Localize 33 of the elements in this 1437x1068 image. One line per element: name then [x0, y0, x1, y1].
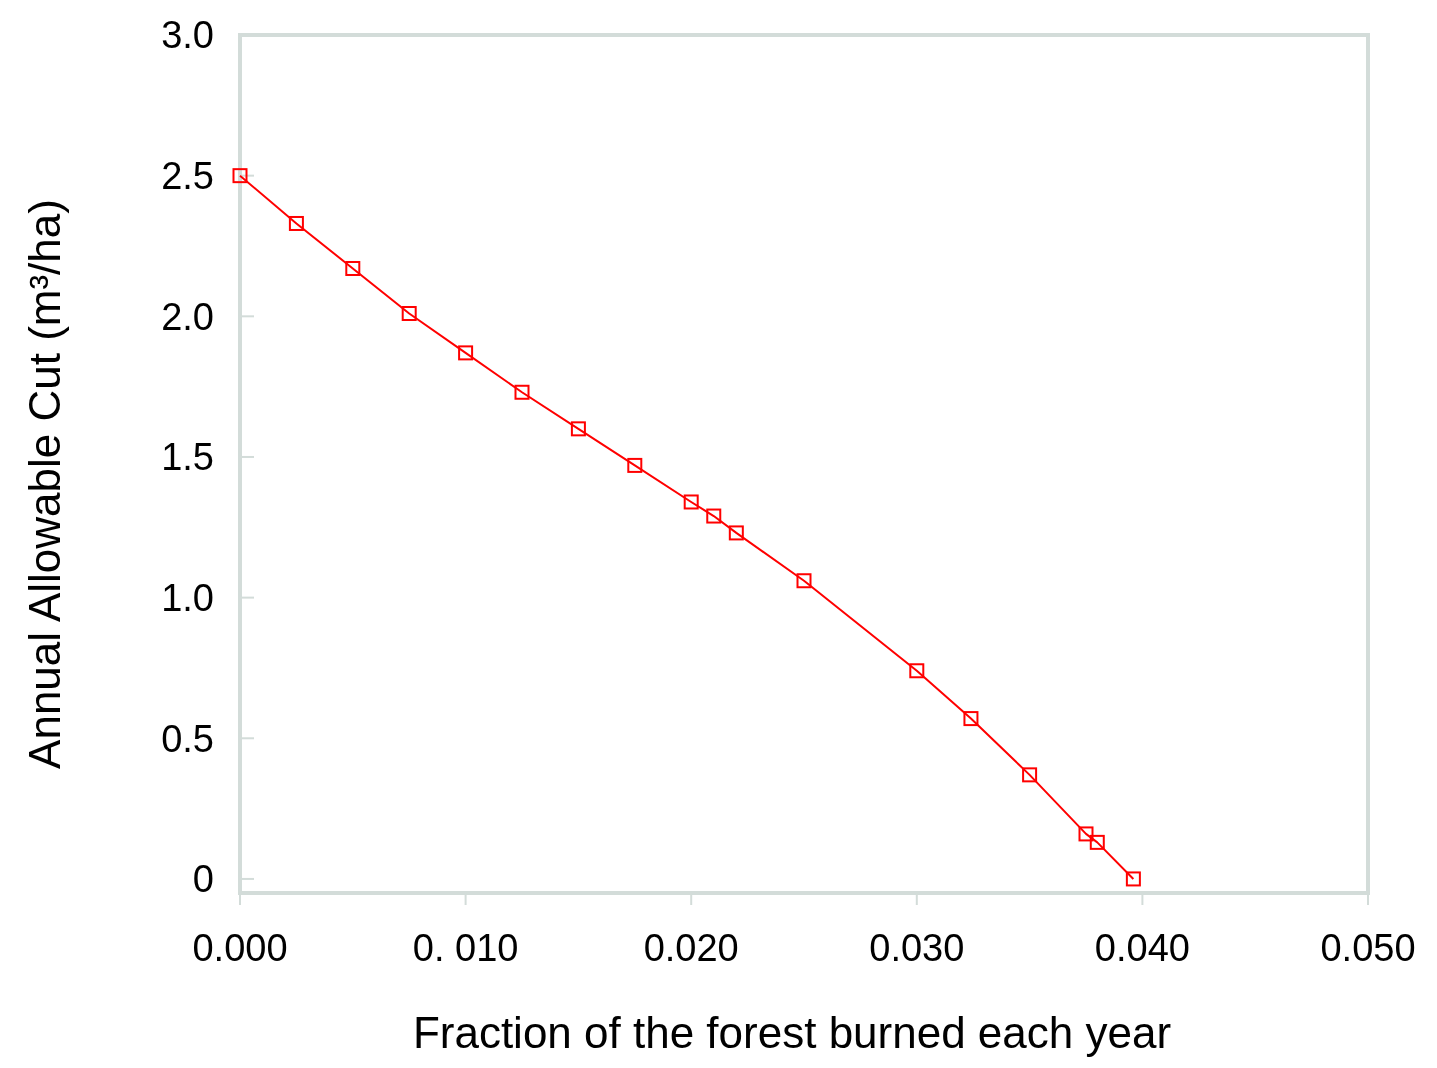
x-tick-label: 0.040	[1094, 927, 1190, 969]
point	[288, 215, 304, 231]
x-tick-label: 0.050	[1320, 927, 1416, 969]
y-tick-label: 0	[192, 858, 214, 901]
point	[401, 306, 417, 321]
x-axis-title: Fraction of the forest burned each year	[412, 1008, 1172, 1057]
point	[514, 384, 530, 400]
y-axis-title: Annual Allowable Cut (m³/ha)	[20, 199, 69, 769]
y-tick-label: 2.0	[161, 295, 214, 338]
point	[1022, 767, 1038, 783]
point	[706, 508, 722, 524]
x-tick-label: 0.000	[192, 927, 288, 969]
y-tick-label: 3.0	[161, 14, 214, 57]
point	[570, 421, 586, 437]
point	[1089, 834, 1105, 850]
point	[1125, 871, 1141, 887]
point	[627, 457, 643, 473]
y-tick-label: 1.0	[161, 576, 214, 619]
y-tick-label: 1.5	[161, 436, 214, 479]
y-tick-label: 2.5	[161, 154, 214, 197]
point	[909, 663, 925, 679]
point	[728, 525, 744, 541]
point	[458, 345, 474, 361]
x-tick-label: 0.030	[869, 927, 965, 969]
point	[796, 573, 812, 589]
point	[1078, 826, 1094, 842]
point	[963, 711, 979, 727]
point	[345, 260, 361, 276]
point	[232, 168, 248, 184]
point	[683, 494, 699, 510]
x-tick-label: 0.020	[643, 927, 739, 969]
y-tick-label: 0.5	[161, 717, 214, 760]
x-tick-label: 0. 010	[412, 927, 519, 969]
